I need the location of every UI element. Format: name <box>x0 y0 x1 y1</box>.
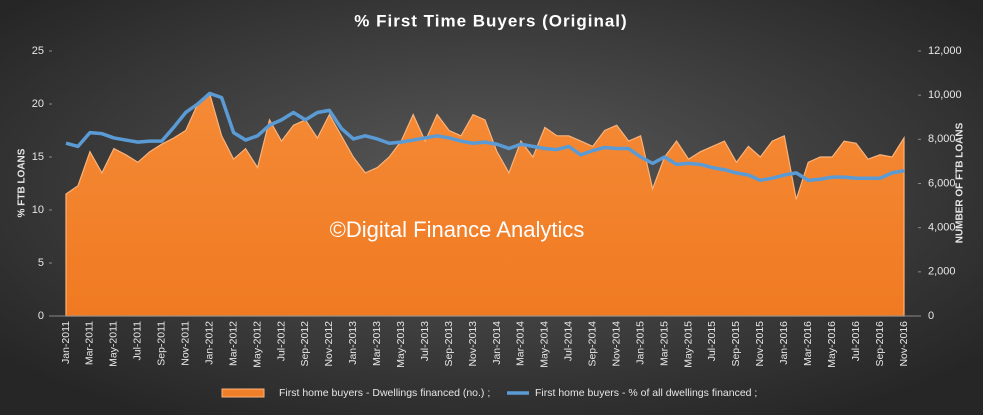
x-tick-label: May-2011 <box>108 321 120 367</box>
chart-title: % First Time Buyers (Original) <box>354 11 627 30</box>
x-tick-label: Sep-2014 <box>587 321 599 367</box>
x-tick-label: Mar-2015 <box>658 321 670 366</box>
x-tick-label: Mar-2016 <box>802 321 814 366</box>
x-tick-label: Jan-2016 <box>778 321 790 365</box>
y-axis-title: % FTB LOANS <box>17 148 28 217</box>
x-tick-label: Nov-2015 <box>754 321 766 367</box>
y2-tick-label: 12,000 <box>928 45 962 57</box>
legend-label: First home buyers - Dwellings financed (… <box>279 387 490 399</box>
x-tick-label: May-2015 <box>682 321 694 368</box>
y-tick-label: 25 <box>32 45 44 57</box>
x-tick-label: Sep-2012 <box>299 321 311 367</box>
x-tick-label: Mar-2012 <box>227 321 239 366</box>
x-tick-label: May-2016 <box>826 321 838 368</box>
legend-label: First home buyers - % of all dwellings f… <box>535 387 757 399</box>
x-tick-label: Jul-2013 <box>419 321 431 361</box>
x-tick-label: May-2013 <box>395 321 407 368</box>
y2-tick-label: 0 <box>928 310 934 322</box>
legend-swatch <box>221 388 265 398</box>
x-tick-label: Jan-2012 <box>203 321 215 365</box>
x-tick-label: Nov-2014 <box>610 321 622 367</box>
x-tick-label: May-2014 <box>539 321 551 368</box>
x-tick-label: Jan-2015 <box>634 321 646 365</box>
x-tick-label: Sep-2016 <box>874 321 886 367</box>
y-tick-label: 5 <box>38 257 44 269</box>
x-tick-label: Jan-2011 <box>60 321 72 364</box>
y-tick-label: 0 <box>38 310 44 322</box>
x-tick-label: May-2012 <box>251 321 263 368</box>
x-tick-label: Jan-2014 <box>491 321 503 365</box>
x-tick-label: Mar-2011 <box>84 321 96 365</box>
watermark: ©Digital Finance Analytics <box>330 217 585 242</box>
x-tick-label: Nov-2011 <box>179 321 191 366</box>
x-tick-label: Jan-2013 <box>347 321 359 365</box>
plot-area: 0 5 10 15 20 25 0 2,000 4,000 6,000 8,000 10,000 12,… <box>32 45 962 399</box>
y2-tick-label: 4,000 <box>928 222 956 234</box>
y2-tick-label: 8,000 <box>928 133 956 145</box>
x-tick-label: Mar-2014 <box>515 321 527 366</box>
y2-axis-title: NUMBER OF FTB LOANS <box>955 122 966 243</box>
y2-tick-label: 2,000 <box>928 266 956 278</box>
x-tick-label: Jul-2012 <box>275 321 287 361</box>
x-tick-label: Mar-2013 <box>371 321 383 366</box>
line <box>65 91 905 183</box>
x-tick-label: Jul-2015 <box>706 321 718 361</box>
x-tick-label: Nov-2013 <box>467 321 479 367</box>
x-tick-label: Jul-2011 <box>132 321 144 361</box>
x-tick-label: Sep-2011 <box>156 321 168 366</box>
y-tick-label: 10 <box>32 204 44 216</box>
y2-tick-label: 10,000 <box>928 89 962 101</box>
x-tick-label: Nov-2012 <box>323 321 335 367</box>
x-tick-label: Jul-2014 <box>563 321 575 361</box>
x-tick-label: Nov-2016 <box>898 321 910 367</box>
y-tick-label: 20 <box>32 98 44 110</box>
x-tick-label: Sep-2013 <box>443 321 455 367</box>
x-tick-label: Sep-2015 <box>730 321 742 367</box>
y2-tick-label: 6,000 <box>928 177 956 189</box>
x-tick-label: Jul-2016 <box>850 321 862 361</box>
y-tick-label: 15 <box>32 151 44 163</box>
